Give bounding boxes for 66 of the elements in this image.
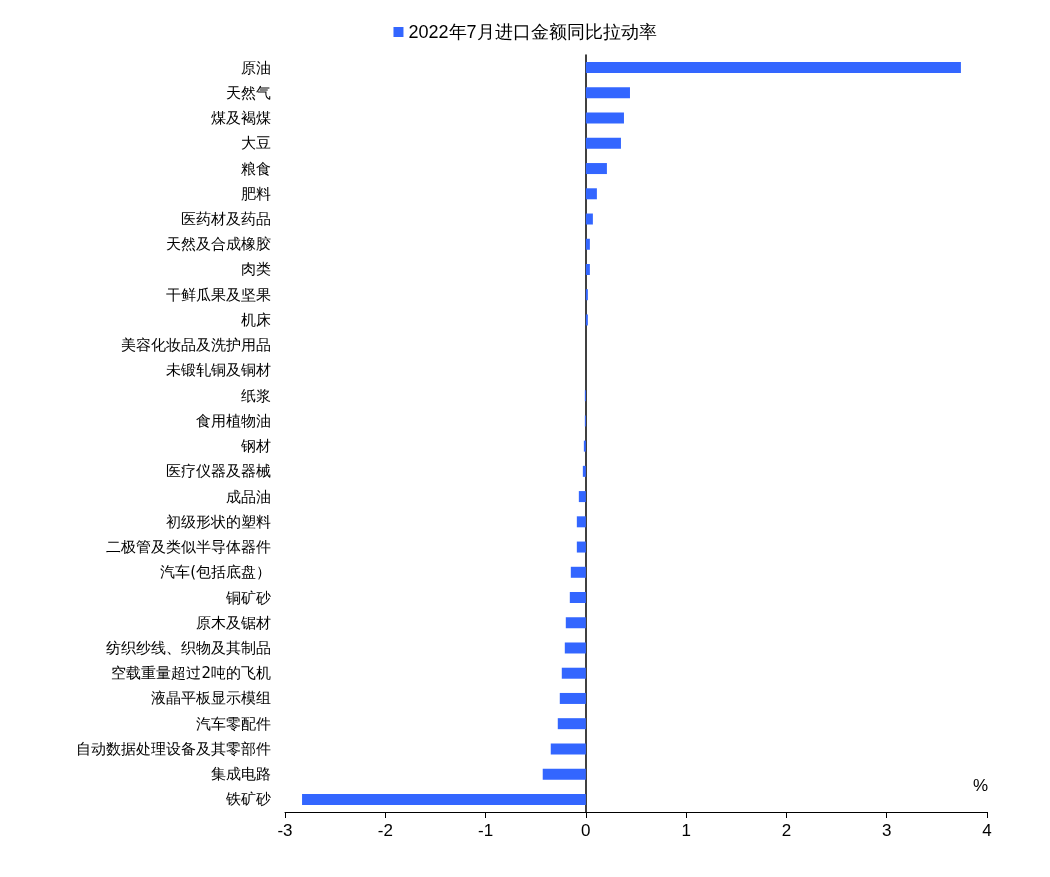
y-tick-label: 煤及褐煤 [211,109,271,128]
x-tick-label: 0 [581,821,591,840]
bar [585,163,607,175]
bar [559,692,586,704]
y-tick-label: 汽车零配件 [196,714,271,733]
bar [585,137,621,149]
y-tick-label: 纺织纱线、织物及其制品 [106,638,271,657]
bar [583,440,586,452]
y-tick-label: 液晶平板显示模组 [151,689,271,708]
y-tick-label: 干鲜瓜果及坚果 [166,285,271,304]
x-tick-label: -3 [277,821,293,840]
bar [565,617,586,629]
y-tick-label: 肥料 [241,184,271,203]
bar [564,642,586,654]
y-tick-label: 铜矿砂 [225,588,271,607]
y-tick-label: 原木及锯材 [196,613,271,632]
y-tick-label: 铁矿砂 [225,790,271,809]
y-tick-label: 肉类 [241,260,271,279]
y-tick-label: 美容化妆品及洗护用品 [121,336,271,355]
y-tick-label: 天然及合成橡胶 [166,235,271,254]
y-tick-label: 原油 [241,58,271,77]
bar [561,667,586,679]
y-tick-label: 纸浆 [241,386,271,405]
y-tick-label: 大豆 [241,134,271,153]
bar [542,768,586,780]
y-tick-label: 食用植物油 [196,411,271,430]
x-tick-label: 4 [982,821,992,840]
bar [576,516,586,528]
bar [557,718,586,730]
x-axis-title: % [972,776,989,795]
bar [582,465,586,477]
bar [585,87,630,99]
legend-label: 2022年7月进口金额同比拉动率 [408,22,657,42]
y-tick-label: 汽车(包括底盘） [160,563,271,582]
bar [585,112,624,124]
x-tick-label: 3 [881,821,892,840]
bar [585,238,590,250]
x-tick-label: 2 [781,821,792,840]
y-tick-label: 医疗仪器及器械 [166,462,271,481]
y-tick-label: 钢材 [240,437,271,456]
y-tick-label: 集成电路 [211,765,271,784]
y-tick-label: 自动数据处理设备及其零部件 [76,739,271,758]
bar [585,213,593,225]
y-tick-label: 空载重量超过2吨的飞机 [111,664,271,683]
y-tick-label: 成品油 [226,487,271,506]
bar [550,743,586,755]
bar [585,62,961,74]
bar [585,188,597,200]
bar [585,314,588,326]
bar [302,793,586,805]
y-tick-label: 天然气 [226,83,271,102]
bar [569,592,586,604]
bar [570,566,586,578]
bar [576,541,586,553]
bar [585,289,588,301]
x-tick-label: 1 [681,821,691,840]
y-tick-label: 二极管及类似半导体器件 [106,538,271,557]
y-tick-label: 粮食 [241,159,271,178]
y-tick-label: 医药材及药品 [181,210,271,229]
y-tick-label: 机床 [241,310,271,329]
bar [585,263,590,275]
y-tick-label: 初级形状的塑料 [166,512,271,531]
x-tick-label: -2 [377,821,393,840]
bar [578,491,586,503]
y-tick-label: 未锻轧铜及铜材 [166,361,271,380]
x-tick-label: -1 [478,821,494,840]
